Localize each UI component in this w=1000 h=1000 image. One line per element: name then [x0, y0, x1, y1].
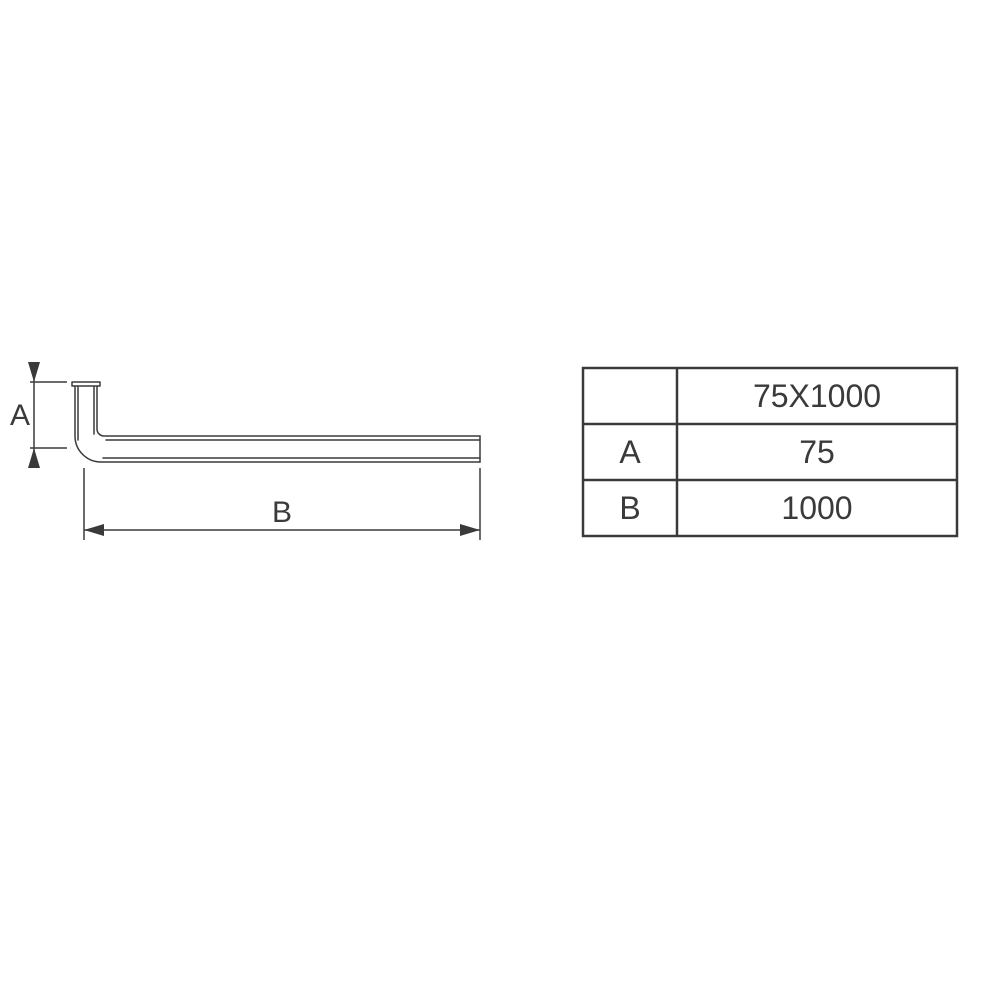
table-row-a-key: A — [619, 434, 641, 470]
pipe-part — [72, 382, 480, 462]
table-row-b-key: B — [619, 490, 640, 526]
table-header: 75X1000 — [753, 378, 881, 414]
dimension-a: A — [10, 362, 67, 468]
spec-table: 75X1000 A 75 B 1000 — [583, 368, 957, 536]
technical-drawing: A B 75X1000 A 75 B 1000 — [0, 0, 1000, 1000]
dimension-a-label: A — [10, 399, 30, 432]
dimension-b: B — [84, 468, 480, 540]
dimension-b-label: B — [272, 496, 292, 529]
table-row-a-val: 75 — [799, 434, 835, 470]
table-row-b-val: 1000 — [781, 490, 852, 526]
